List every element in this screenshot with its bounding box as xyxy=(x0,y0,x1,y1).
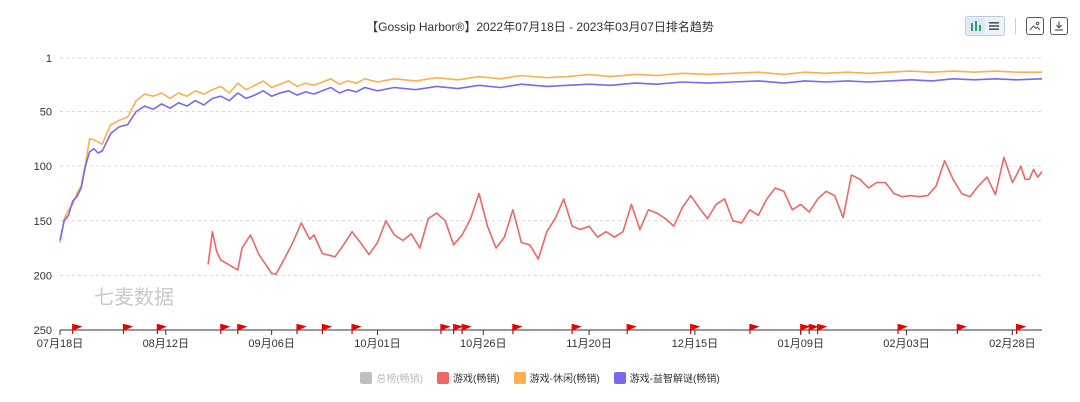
event-flag-icon[interactable] xyxy=(453,324,464,334)
event-flag-icon[interactable] xyxy=(72,324,83,334)
event-flag-icon[interactable] xyxy=(237,324,248,334)
event-flag-icon[interactable] xyxy=(956,324,967,334)
event-flag-icon[interactable] xyxy=(461,324,472,334)
legend-label: 游戏-休闲(畅销) xyxy=(529,374,600,385)
event-flag-icon[interactable] xyxy=(800,324,811,334)
y-tick-label: 50 xyxy=(40,107,52,119)
series-line-1 xyxy=(207,156,1043,276)
download-icon[interactable] xyxy=(1050,17,1068,35)
legend-swatch xyxy=(613,371,626,384)
legend-label: 总榜(畅销) xyxy=(376,374,423,385)
event-flag-icon[interactable] xyxy=(351,324,362,334)
bar-chart-icon[interactable] xyxy=(967,18,985,34)
legend-item-1[interactable]: 游戏(畅销) xyxy=(437,370,500,385)
x-tick-label: 09月06日 xyxy=(248,338,294,350)
view-toggle[interactable] xyxy=(965,16,1005,36)
event-flag-icon[interactable] xyxy=(296,324,307,334)
x-tick-label: 11月20日 xyxy=(566,338,612,350)
event-flag-icon[interactable] xyxy=(321,324,333,334)
legend-swatch xyxy=(360,371,373,384)
event-flag-icon[interactable] xyxy=(897,324,908,334)
chart-title: 【Gossip Harbor®】2022年07月18日 - 2023年03月07… xyxy=(366,20,714,34)
y-tick-label: 100 xyxy=(34,161,52,173)
legend-label: 游戏-益智解谜(畅销) xyxy=(629,374,720,385)
y-tick-label: 250 xyxy=(34,325,52,337)
event-flag-icon[interactable] xyxy=(512,324,523,334)
legend-swatch xyxy=(513,371,526,384)
image-icon[interactable] xyxy=(1026,17,1044,35)
series-line-2 xyxy=(59,70,1042,243)
watermark-text: 七麦数据 xyxy=(94,286,174,309)
x-tick-label: 07月18日 xyxy=(37,338,83,350)
event-flag-icon[interactable] xyxy=(156,324,167,334)
series-line-3 xyxy=(59,78,1043,241)
x-tick-label: 08月12日 xyxy=(143,338,189,350)
legend-item-0[interactable]: 总榜(畅销) xyxy=(360,370,423,385)
toolbar-divider xyxy=(1015,18,1016,34)
event-flag-icon[interactable] xyxy=(1016,324,1027,334)
event-flag-icon[interactable] xyxy=(817,324,828,334)
x-tick-label: 10月26日 xyxy=(460,338,506,350)
x-tick-label: 10月01日 xyxy=(354,338,400,350)
y-tick-label: 200 xyxy=(34,270,52,282)
legend-label: 游戏(畅销) xyxy=(453,374,500,385)
event-flag-icon[interactable] xyxy=(440,324,451,334)
x-tick-label: 01月09日 xyxy=(777,338,823,350)
event-flag-icon[interactable] xyxy=(220,324,231,334)
y-tick-label: 150 xyxy=(34,216,52,228)
legend-item-2[interactable]: 游戏-休闲(畅销) xyxy=(513,370,600,385)
legend-swatch xyxy=(437,371,449,384)
event-flag-icon[interactable] xyxy=(122,324,134,334)
event-flag-icon[interactable] xyxy=(749,324,760,334)
chart-legend: 总榜(畅销) 游戏(畅销) 游戏-休闲(畅销) 游戏-益智解谜(畅销) xyxy=(0,370,1080,385)
event-flag-icon[interactable] xyxy=(690,324,701,334)
event-flag-icon[interactable] xyxy=(571,324,582,334)
list-icon[interactable] xyxy=(985,18,1003,34)
event-flag-icon[interactable] xyxy=(808,324,819,334)
x-tick-label: 12月15日 xyxy=(672,338,718,350)
x-tick-label: 02月03日 xyxy=(883,338,929,350)
legend-item-3[interactable]: 游戏-益智解谜(畅销) xyxy=(613,370,720,385)
chart-toolbar xyxy=(965,16,1068,36)
y-tick-label: 1 xyxy=(46,53,52,65)
x-tick-label: 02月28日 xyxy=(989,338,1035,350)
event-flag-icon[interactable] xyxy=(626,324,637,334)
